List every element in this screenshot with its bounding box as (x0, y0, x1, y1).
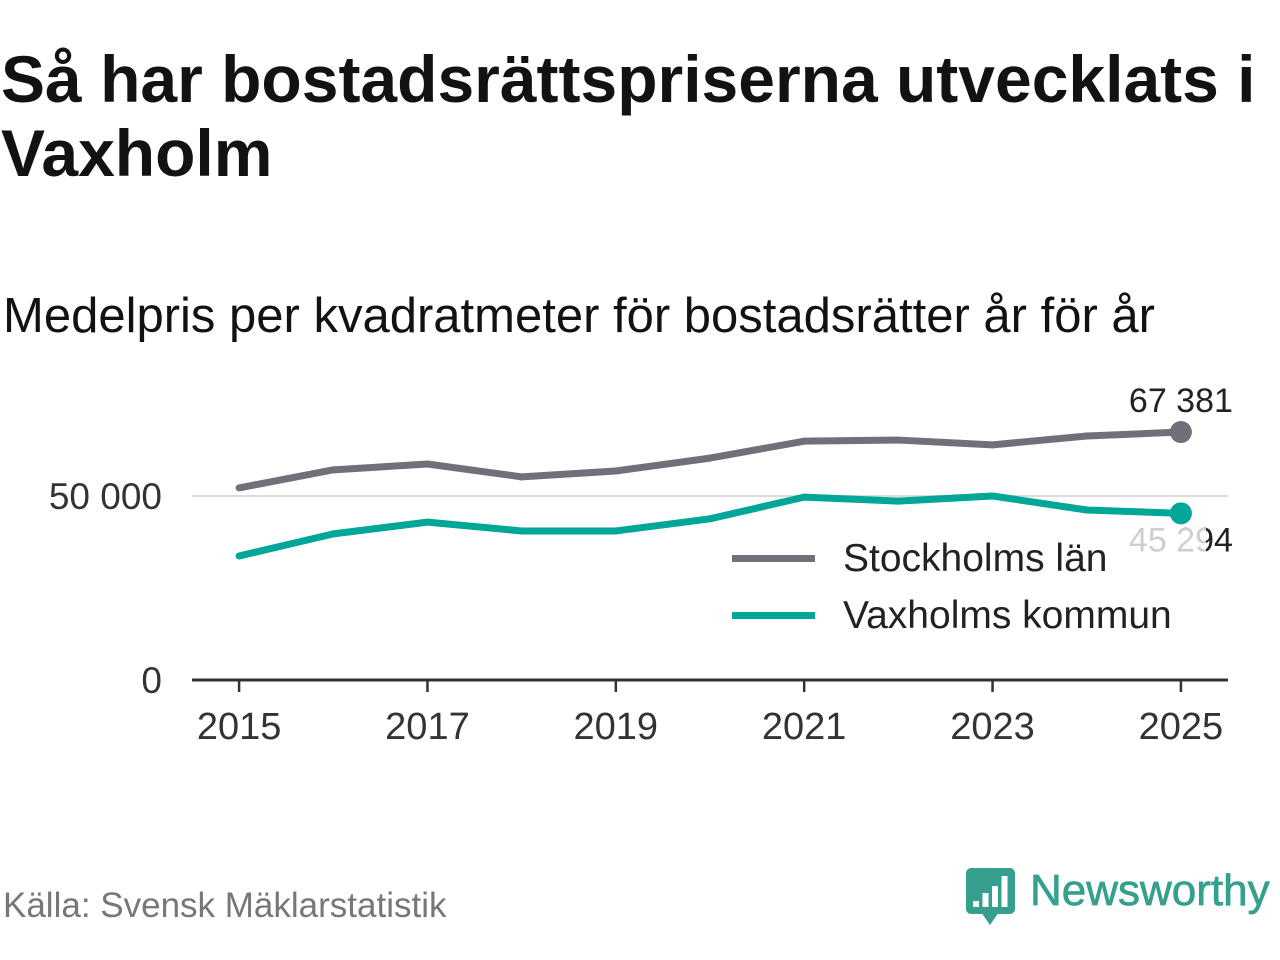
x-tick-label: 2017 (385, 706, 470, 748)
logo-icon-bubble (966, 868, 1015, 914)
data-point-stockholms-lan (894, 436, 902, 444)
data-point-stockholms-lan (989, 441, 997, 449)
data-point-stockholms-lan (423, 460, 431, 468)
data-point-stockholms-lan (1083, 432, 1091, 440)
data-point-stockholms-lan (235, 484, 243, 492)
chart-title: Så har bostadsrättspriserna utvecklats i… (1, 42, 1256, 190)
data-point-vaxholms-kommun (235, 552, 243, 560)
data-point-stockholms-lan (800, 437, 808, 445)
y-tick-label: 50 000 (49, 476, 162, 517)
data-point-vaxholms-kommun (423, 518, 431, 526)
x-tick-label: 2019 (574, 706, 659, 748)
data-point-vaxholms-kommun (612, 527, 620, 535)
end-point-marker-vaxholms-kommun (1169, 502, 1192, 525)
logo-text: Newsworthy (1030, 866, 1270, 915)
data-point-vaxholms-kommun (800, 493, 808, 501)
chart-subtitle: Medelpris per kvadratmeter för bostadsrä… (3, 289, 1155, 343)
data-point-vaxholms-kommun (518, 527, 526, 535)
legend-label-stockholms-lan: Stockholms län (843, 536, 1108, 580)
data-point-stockholms-lan (329, 466, 337, 474)
data-point-vaxholms-kommun (329, 530, 337, 538)
data-point-vaxholms-kommun (989, 492, 997, 500)
y-tick-label: 0 (141, 660, 162, 701)
data-point-stockholms-lan (706, 454, 714, 462)
source-note: Källa: Svensk Mäklarstatistik (3, 886, 447, 925)
data-point-vaxholms-kommun (706, 515, 714, 523)
legend-item-stockholms-lan: Stockholms län (732, 533, 1107, 583)
end-point-marker-stockholms-lan (1169, 421, 1192, 444)
logo-icon-pointer (981, 912, 999, 925)
data-point-stockholms-lan (612, 467, 620, 475)
legend-swatch-vaxholms-kommun (732, 611, 815, 619)
legend-swatch-stockholms-lan (732, 554, 815, 562)
newsworthy-logo-icon (966, 868, 1015, 925)
x-tick-label: 2021 (762, 706, 847, 748)
logo-icon-bar (1001, 876, 1008, 907)
end-value-label-stockholms-lan: 67 381 (1129, 382, 1233, 420)
logo-icon-bar (992, 886, 998, 907)
data-point-stockholms-lan (518, 473, 526, 481)
data-point-vaxholms-kommun (1083, 506, 1091, 514)
logo-icon-bar (982, 893, 989, 907)
legend-label-vaxholms-kommun: Vaxholms kommun (843, 593, 1172, 637)
x-tick-label: 2025 (1139, 706, 1224, 748)
logo-icon-bar (973, 901, 979, 907)
chart-legend: Stockholms län Vaxholms kommun (718, 528, 1206, 646)
x-tick-label: 2015 (197, 706, 282, 748)
legend-item-vaxholms-kommun: Vaxholms kommun (732, 590, 1172, 640)
data-point-vaxholms-kommun (894, 497, 902, 505)
x-tick-label: 2023 (950, 706, 1035, 748)
